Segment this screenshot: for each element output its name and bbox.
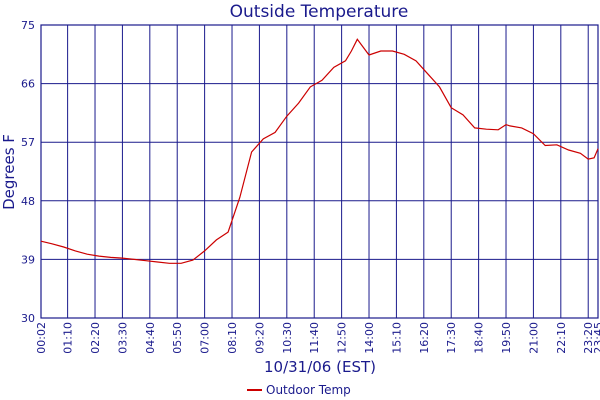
- chart-title: Outside Temperature: [230, 2, 409, 22]
- x-tick-label: 08:10: [226, 322, 239, 354]
- y-gridlines: [41, 24, 598, 319]
- x-tick-label: 18:40: [473, 322, 486, 354]
- y-tick-label: 66: [21, 78, 35, 91]
- x-tick-label: 15:10: [390, 322, 403, 354]
- y-tick-label: 57: [21, 136, 35, 149]
- y-tick-label: 30: [21, 312, 35, 325]
- x-gridlines: [40, 25, 599, 318]
- x-tick-label: 03:30: [116, 322, 129, 354]
- x-tick-label: 14:00: [363, 322, 376, 354]
- x-axis-label: 10/31/06 (EST): [264, 358, 376, 376]
- x-tick-label: 16:20: [418, 322, 431, 354]
- y-tick-label: 75: [21, 19, 35, 32]
- x-tick-label: 19:50: [500, 322, 513, 354]
- y-tick-labels: 30 39 48 57 66 75: [21, 19, 35, 325]
- x-tick-labels: 00:02 01:10 02:20 03:30 04:40 05:50 07:00 08:10…: [35, 322, 600, 354]
- y-axis-label: Degrees F: [0, 134, 18, 210]
- legend: Outdoor Temp: [247, 383, 351, 397]
- y-tick-label: 48: [21, 195, 35, 208]
- x-tick-label: 11:40: [308, 322, 321, 354]
- x-tick-label: 09:20: [253, 322, 266, 354]
- plot-area: [40, 24, 599, 319]
- legend-label: Outdoor Temp: [266, 383, 351, 397]
- x-tick-label: 05:50: [171, 322, 184, 354]
- y-tick-label: 39: [21, 253, 35, 266]
- x-tick-label: 23:45: [592, 322, 600, 354]
- series-line-outdoor-temp: [40, 38, 599, 264]
- plot-border: [40, 24, 599, 319]
- x-tick-label: 17:30: [445, 322, 458, 354]
- x-tick-label: 04:40: [144, 322, 157, 354]
- x-tick-label: 01:10: [62, 322, 75, 354]
- x-tick-label: 21:00: [527, 322, 540, 354]
- x-tick-label: 23:20: [582, 322, 595, 354]
- x-tick-label: 10:30: [281, 322, 294, 354]
- x-tick-label: 02:20: [89, 322, 102, 354]
- x-tick-label: 07:00: [199, 322, 212, 354]
- x-tick-label: 00:02: [35, 322, 48, 354]
- x-tick-label: 12:50: [336, 322, 349, 354]
- x-tick-label: 22:10: [555, 322, 568, 354]
